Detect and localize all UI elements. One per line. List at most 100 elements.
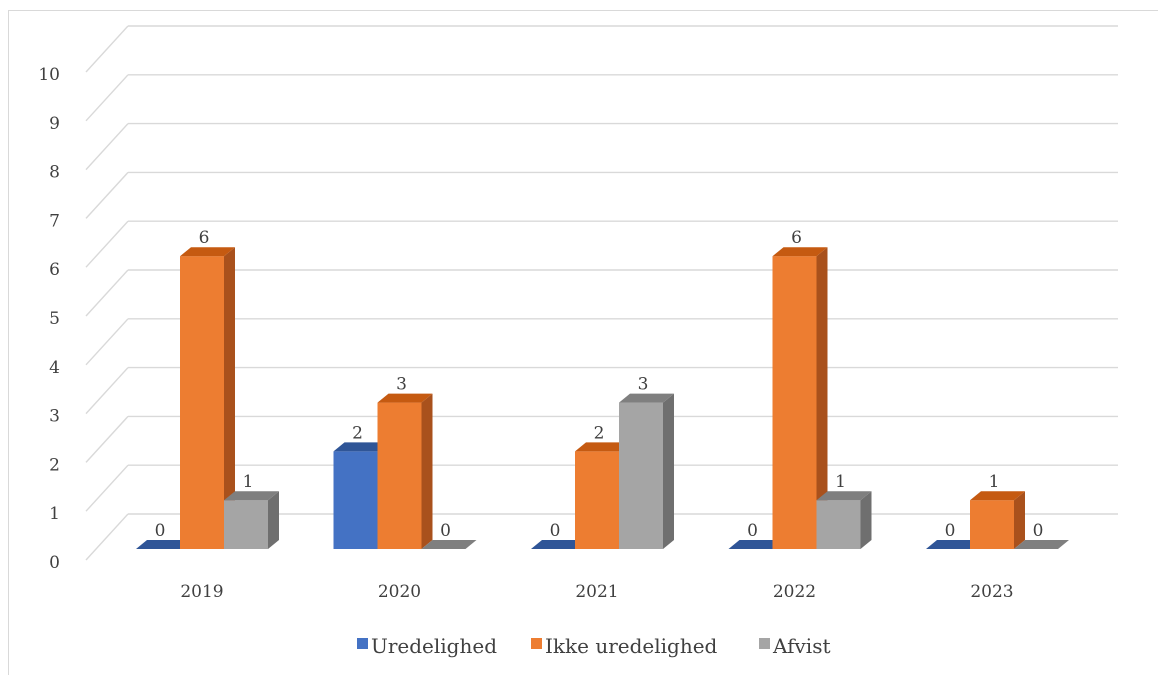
bar-top [575, 442, 630, 452]
bar-side [860, 491, 872, 549]
x-tick-label: 2022 [773, 582, 816, 602]
bar-front [816, 500, 861, 549]
y-tick-label: 6 [49, 260, 60, 280]
legend-label: Uredelighed [371, 634, 497, 658]
bar-front [575, 451, 619, 549]
bar-top [1014, 540, 1069, 549]
bar-afvist-2021: 3 [619, 375, 674, 549]
bar-top [421, 540, 477, 549]
gridline-diagonal [85, 415, 129, 463]
legend-swatch [531, 638, 542, 649]
bar-ikke-uredelighed-2019: 6 [180, 228, 235, 549]
y-tick-label: 7 [49, 211, 60, 231]
legend: Uredelighed Ikke uredelighed Afvist [357, 634, 831, 658]
bar-top [377, 393, 433, 403]
bar-front [224, 500, 268, 549]
chart-frame [8, 10, 1158, 675]
bar-front [970, 500, 1014, 549]
grid-lines [85, 25, 1118, 561]
data-label: 2 [352, 423, 363, 443]
bar-front [333, 451, 378, 549]
y-tick-label: 9 [49, 114, 60, 134]
bar-ikke-uredelighed-2023: 1 [970, 472, 1025, 549]
bar-top [180, 247, 235, 257]
bar-afvist-2023: 0 [1014, 521, 1069, 549]
gridline-diagonal [85, 220, 129, 268]
bar-top [136, 540, 191, 549]
data-label: 2 [594, 423, 605, 443]
y-tick-label: 4 [49, 358, 60, 378]
bar-top [531, 540, 586, 549]
data-label: 0 [1033, 521, 1044, 541]
bar-uredelighed-2022: 0 [728, 521, 784, 549]
data-label: 0 [550, 521, 561, 541]
gridline-diagonal [85, 74, 129, 122]
data-label: 0 [155, 521, 166, 541]
data-label: 0 [440, 521, 451, 541]
data-label: 3 [396, 375, 407, 395]
bar-front [772, 256, 817, 549]
bar-uredelighed-2023: 0 [926, 521, 981, 549]
gridline-diagonal [85, 367, 129, 415]
legend-label: Ikke uredelighed [545, 634, 718, 658]
bar-side [816, 247, 828, 549]
bar-top [728, 540, 784, 549]
bar-side [663, 393, 674, 549]
bar-side [1014, 491, 1025, 549]
bar-front [619, 402, 663, 549]
y-tick-label: 10 [38, 65, 60, 85]
bar-uredelighed-2021: 0 [531, 521, 586, 549]
data-label: 0 [747, 521, 758, 541]
data-label: 1 [243, 472, 254, 492]
x-tick-label: 2020 [378, 582, 421, 602]
gridline-diagonal [85, 269, 129, 317]
bar-top [926, 540, 981, 549]
bar-afvist-2019: 1 [224, 472, 279, 549]
legend-swatch [759, 638, 770, 649]
gridline-diagonal [85, 318, 129, 366]
y-tick-label: 5 [49, 309, 60, 329]
bar-top [772, 247, 828, 257]
x-tick-label: 2019 [180, 582, 223, 602]
bar-afvist-2022: 1 [816, 472, 872, 549]
legend-label: Afvist [772, 634, 831, 658]
y-tick-label: 3 [49, 407, 60, 427]
bar-top [619, 393, 674, 403]
bar-uredelighed-2019: 0 [136, 521, 191, 549]
gridline-diagonal [85, 513, 129, 561]
bar-side [224, 247, 235, 549]
x-tick-label: 2023 [970, 582, 1013, 602]
bar-front [377, 402, 422, 549]
y-tick-label: 2 [49, 455, 60, 475]
bar-top [224, 491, 279, 501]
gridline-diagonal [85, 464, 129, 512]
bar-top [970, 491, 1025, 501]
gridline-diagonal [85, 171, 129, 219]
bar-top [816, 491, 872, 501]
legend-swatch [357, 638, 368, 649]
data-label: 0 [945, 521, 956, 541]
legend-item-ikke-uredelighed: Ikke uredelighed [531, 634, 718, 658]
bar-ikke-uredelighed-2022: 6 [772, 228, 828, 549]
bar-afvist-2020: 0 [421, 521, 477, 549]
legend-item-afvist: Afvist [759, 634, 831, 658]
data-label: 6 [791, 228, 802, 248]
data-label: 1 [835, 472, 846, 492]
gridline-diagonal [85, 123, 129, 171]
gridline-diagonal [85, 25, 129, 73]
data-label: 1 [989, 472, 1000, 492]
bar-side [268, 491, 279, 549]
y-tick-label: 8 [49, 163, 60, 183]
data-label: 6 [199, 228, 210, 248]
bar-side [421, 393, 433, 549]
data-label: 3 [638, 375, 649, 395]
y-tick-label: 0 [49, 553, 60, 573]
y-axis-ticks: 0 1 2 3 4 5 6 7 8 9 10 [38, 65, 60, 573]
bar-front [180, 256, 224, 549]
x-axis-ticks: 2019 2020 2021 2022 2023 [180, 582, 1013, 602]
y-tick-label: 1 [49, 504, 60, 524]
bar-ikke-uredelighed-2020: 3 [377, 375, 433, 549]
legend-item-uredelighed: Uredelighed [357, 634, 497, 658]
